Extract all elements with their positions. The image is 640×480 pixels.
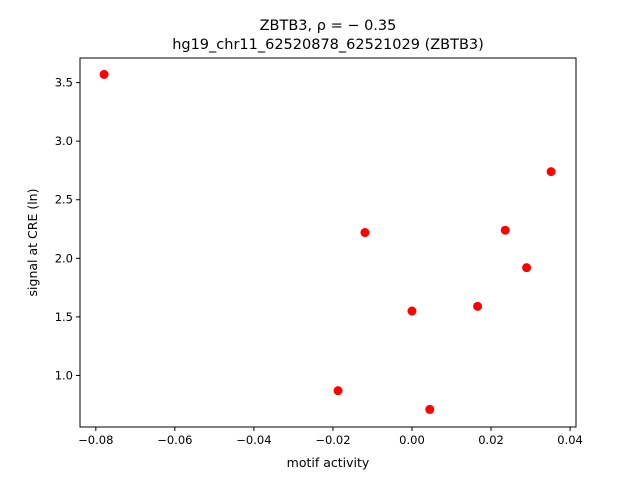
x-tick-label: 0.02 (478, 433, 504, 447)
x-tick-label: −0.04 (236, 433, 271, 447)
y-tick-label: 2.0 (55, 251, 73, 265)
plot-frame (79, 57, 577, 428)
data-point (99, 69, 109, 79)
data-point (546, 167, 556, 177)
data-point (360, 228, 370, 238)
chart-title-line1: ZBTB3, ρ = − 0.35 (260, 18, 397, 34)
data-point (407, 306, 417, 316)
data-point (425, 404, 435, 414)
plot-area (80, 58, 576, 427)
data-point (333, 386, 343, 396)
y-axis-label: signal at CRE (ln) (25, 189, 40, 297)
x-axis-label: motif activity (287, 455, 370, 470)
x-tick-label: −0.06 (157, 433, 192, 447)
data-points (99, 69, 556, 414)
x-tick-label: 0.00 (399, 433, 425, 447)
y-tick-label: 2.5 (55, 193, 73, 207)
x-tick-label: −0.02 (315, 433, 350, 447)
data-point (473, 301, 483, 311)
x-tick-label: −0.08 (78, 433, 113, 447)
chart-title-line2: hg19_chr11_62520878_62521029 (ZBTB3) (172, 37, 484, 53)
y-tick-label: 3.5 (55, 76, 73, 90)
x-axis-ticks: −0.08 −0.06 −0.04 −0.02 0.00 0.02 0.04 (78, 427, 583, 447)
y-tick-label: 3.0 (55, 134, 73, 148)
y-axis-ticks: 1.0 1.5 2.0 2.5 3.0 3.5 (55, 76, 80, 382)
y-tick-label: 1.5 (55, 310, 73, 324)
data-point (500, 225, 510, 235)
y-tick-label: 1.0 (55, 368, 73, 382)
data-point (522, 263, 532, 273)
x-tick-label: 0.04 (557, 433, 583, 447)
